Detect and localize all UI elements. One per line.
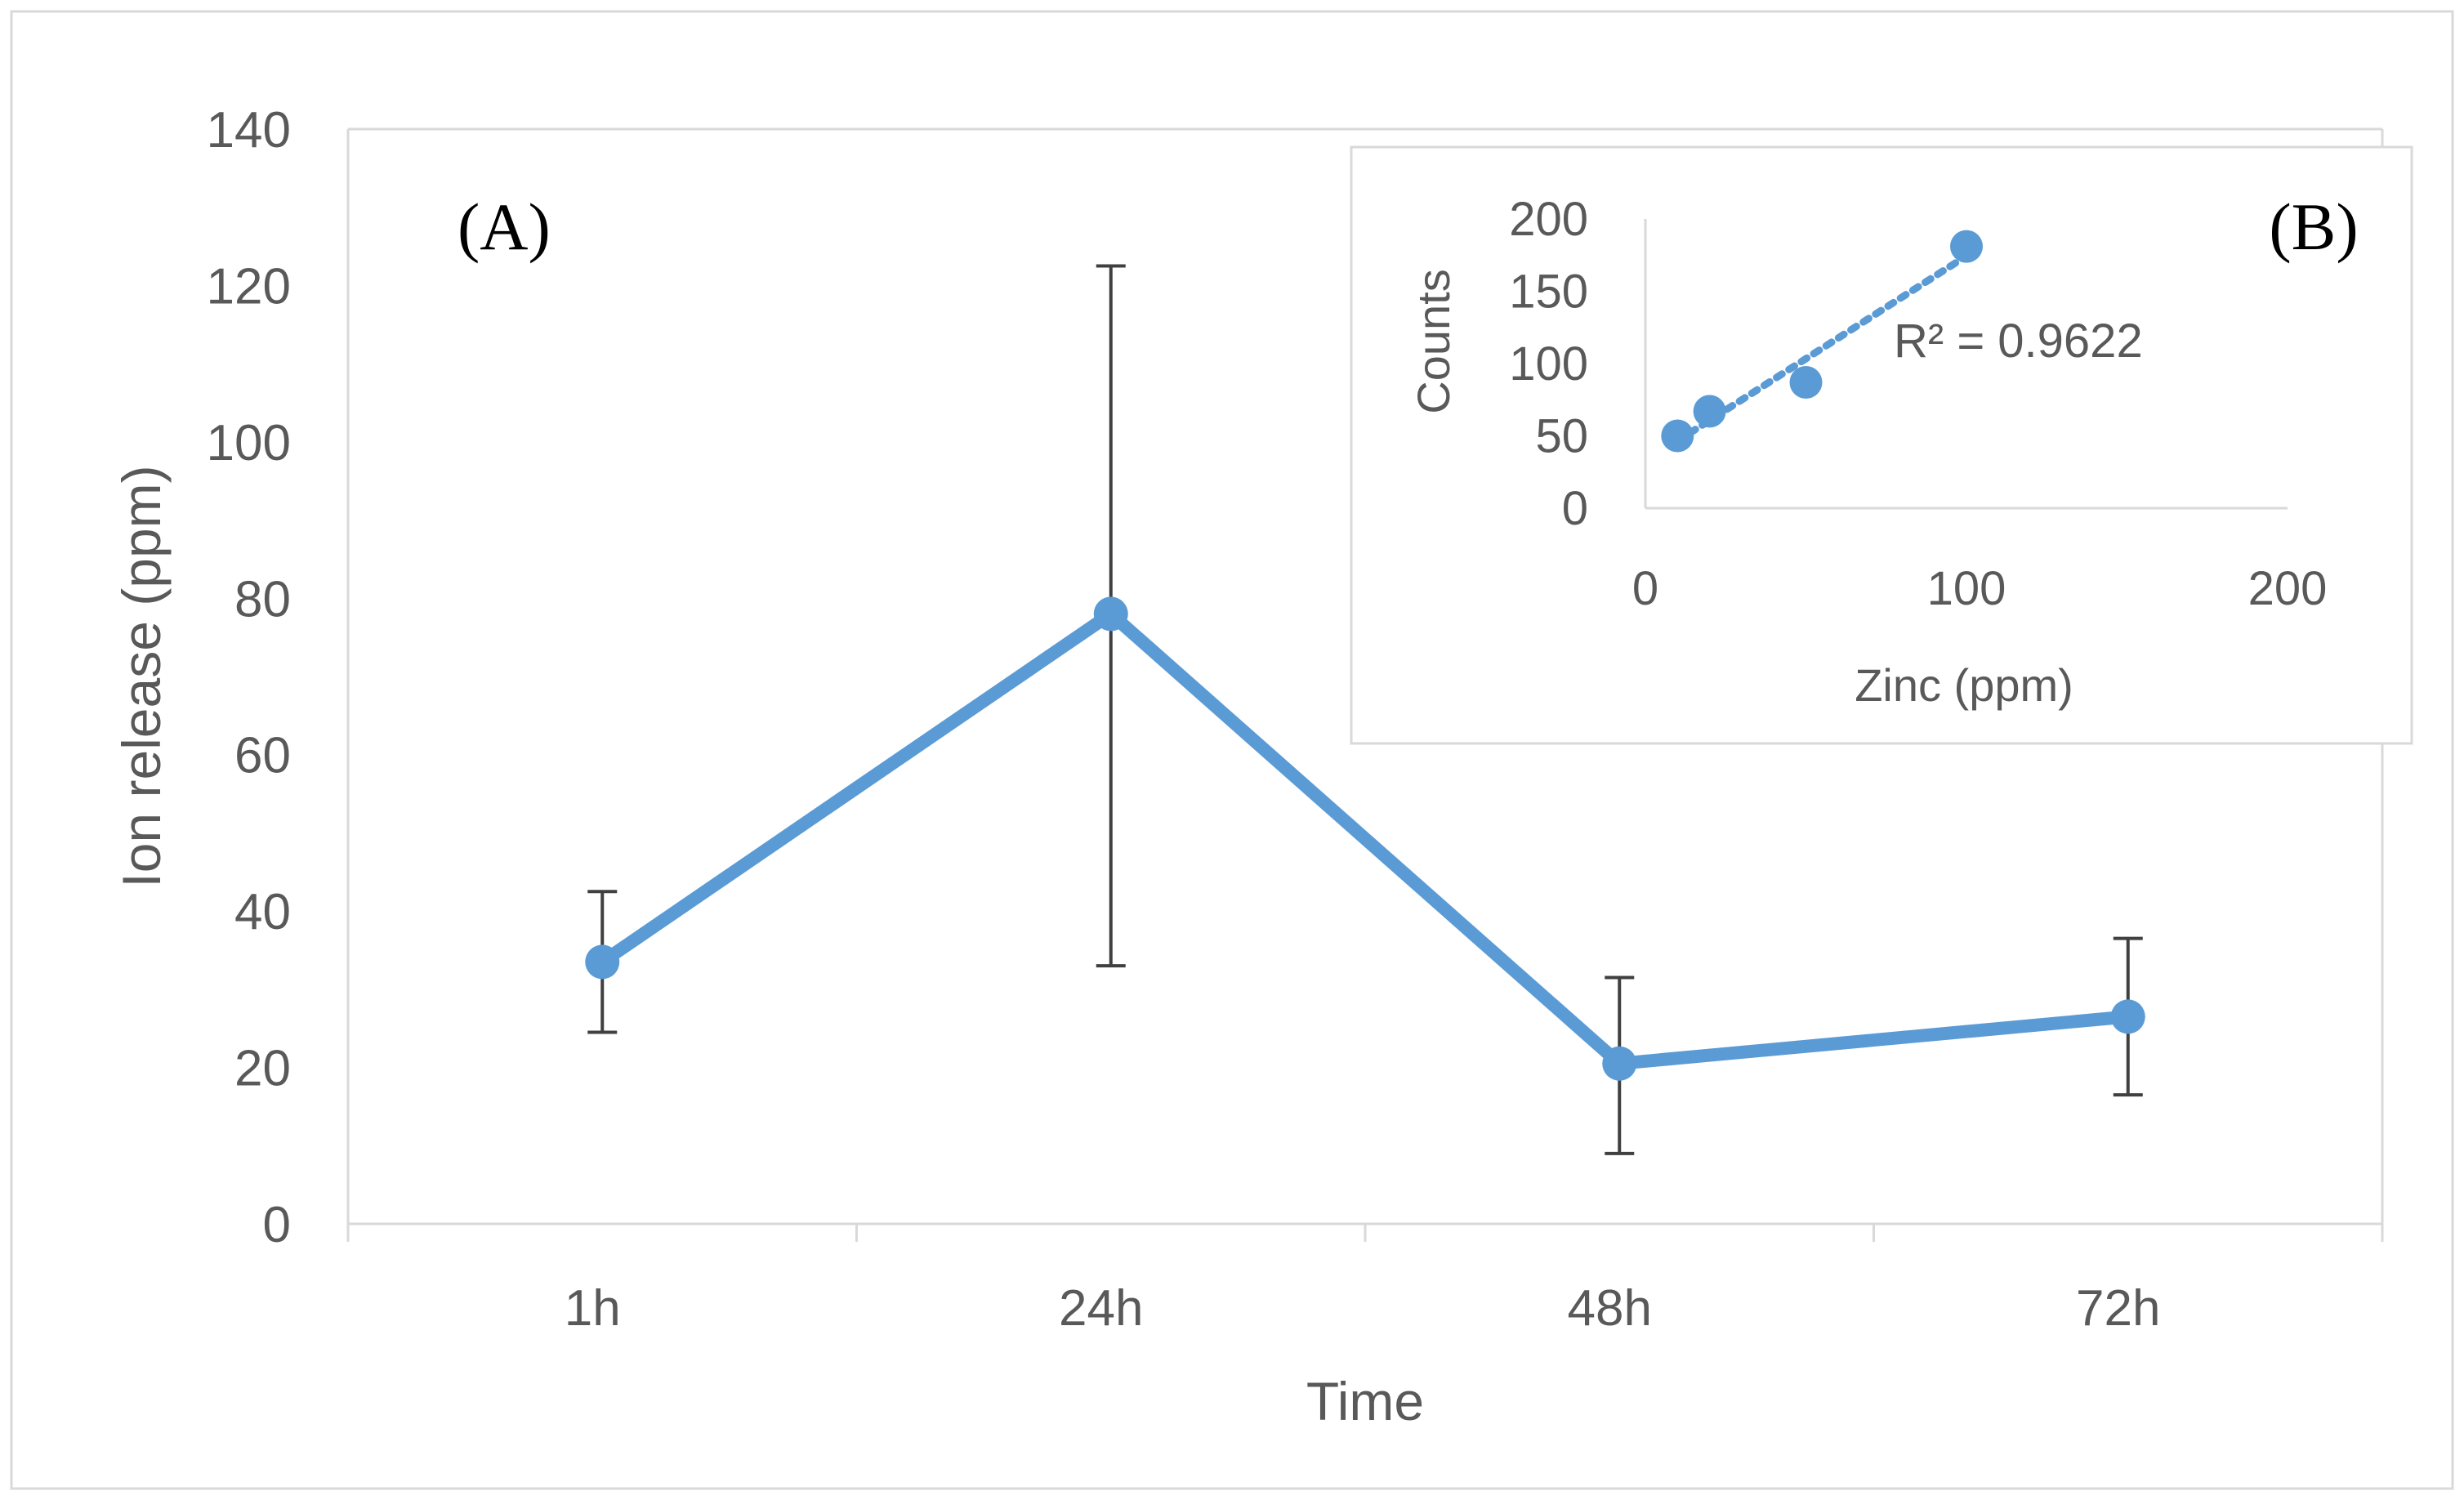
inset-data-point (1661, 419, 1694, 453)
inset-y-tick-label: 150 (1509, 266, 1588, 319)
panel-b: 0 50 100 150 200 0 100 200 (B) R² = 0.9622 Zin… (1350, 145, 2413, 745)
y-tick-label: 80 (234, 571, 291, 627)
x-tick-label: 72h (2076, 1280, 2160, 1337)
y-tick-label: 120 (207, 258, 291, 315)
inset-x-tick-label: 0 (1632, 562, 1658, 615)
y-tick-label: 40 (234, 884, 291, 940)
y-tick-label: 20 (234, 1041, 291, 1097)
data-point (2110, 999, 2145, 1034)
inset-frame (1350, 145, 2413, 745)
x-tick-label: 1h (565, 1280, 621, 1337)
y-tick-label: 60 (234, 728, 291, 784)
data-point (585, 944, 620, 980)
inset-x-tick-label: 200 (2248, 562, 2328, 615)
inset-y-tick-label: 200 (1509, 193, 1588, 246)
x-tick-label: 48h (1568, 1280, 1652, 1337)
inset-data-point (1693, 395, 1726, 428)
y-axis-title: Ion release (ppm) (111, 465, 172, 887)
inset-y-tick-label: 0 (1562, 482, 1588, 535)
y-tick-label: 0 (263, 1197, 291, 1253)
x-tick-label: 24h (1059, 1280, 1143, 1337)
r-squared-annotation: R² = 0.9622 (1894, 315, 2143, 368)
inset-data-point (1950, 230, 1983, 263)
inset-x-tick-label: 100 (1927, 562, 2006, 615)
inset-data-point (1789, 366, 1823, 400)
inset-y-axis-title: Counts (1408, 269, 1459, 413)
series-line (598, 607, 2129, 1070)
y-tick-label: 140 (207, 102, 291, 158)
x-axis-title: Time (1306, 1371, 1424, 1431)
inset-y-tick-label: 50 (1535, 410, 1588, 463)
data-point (1602, 1046, 1637, 1081)
panel-label-a: (A) (458, 190, 551, 264)
y-tick-label: 100 (207, 415, 291, 471)
panel-label-b: (B) (2269, 190, 2358, 264)
inset-y-tick-label: 100 (1509, 337, 1588, 391)
inset-x-axis-title: Zinc (ppm) (1855, 659, 2073, 711)
data-point (1093, 596, 1128, 632)
